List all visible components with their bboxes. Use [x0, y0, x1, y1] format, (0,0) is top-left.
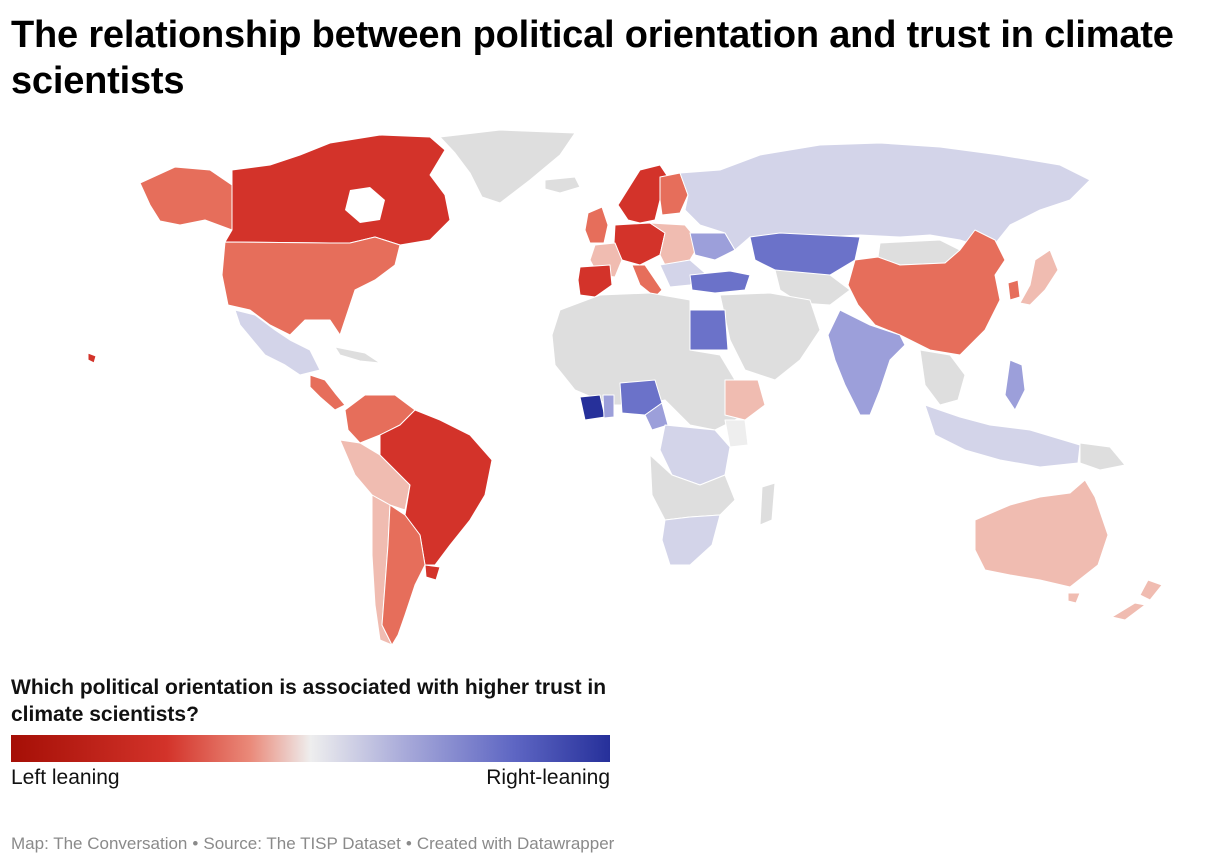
southern-africa[interactable]: [649, 454, 736, 521]
tasmania[interactable]: [1067, 592, 1081, 604]
footer-credits: Map: The Conversation • Source: The TISP D…: [11, 834, 614, 854]
middle-east[interactable]: [719, 292, 821, 381]
ivory-coast[interactable]: [579, 394, 606, 421]
philippines[interactable]: [1004, 359, 1026, 411]
united-states[interactable]: [221, 236, 401, 336]
central-america[interactable]: [309, 374, 346, 411]
legend-left-label: Left leaning: [11, 766, 120, 789]
russia[interactable]: [679, 142, 1091, 251]
greenland[interactable]: [439, 129, 576, 204]
uruguay[interactable]: [424, 564, 441, 581]
india[interactable]: [827, 309, 906, 416]
new-zealand-south[interactable]: [1111, 602, 1146, 621]
canada[interactable]: [224, 134, 451, 246]
world-map: [0, 125, 1220, 655]
united-kingdom[interactable]: [584, 206, 609, 244]
hawaii[interactable]: [87, 352, 97, 364]
argentina[interactable]: [381, 504, 426, 646]
caribbean[interactable]: [334, 346, 381, 364]
separator-dot: •: [405, 834, 412, 853]
turkey[interactable]: [689, 270, 751, 294]
central-asia[interactable]: [774, 269, 851, 306]
alaska[interactable]: [139, 166, 233, 231]
egypt[interactable]: [689, 309, 729, 351]
kazakhstan[interactable]: [749, 232, 861, 278]
south-africa[interactable]: [661, 514, 721, 566]
new-zealand[interactable]: [1139, 579, 1163, 601]
southeast-asia[interactable]: [919, 349, 966, 406]
color-scale-bar: [11, 735, 610, 762]
legend-right-label: Right-leaning: [486, 766, 610, 789]
mexico[interactable]: [234, 309, 321, 376]
korea[interactable]: [1007, 279, 1021, 301]
brazil[interactable]: [379, 409, 493, 566]
australia[interactable]: [974, 479, 1109, 588]
papua[interactable]: [1079, 442, 1126, 471]
created-with-link[interactable]: Created with Datawrapper: [416, 834, 615, 853]
map-credit: Map: The Conversation: [11, 834, 188, 853]
kenya[interactable]: [724, 419, 749, 448]
world-map-svg: [87, 129, 1163, 646]
madagascar[interactable]: [759, 482, 776, 526]
ethiopia[interactable]: [724, 379, 766, 421]
source-link[interactable]: Source: The TISP Dataset: [203, 834, 401, 853]
china[interactable]: [847, 229, 1006, 356]
japan[interactable]: [1019, 249, 1059, 306]
italy[interactable]: [631, 264, 663, 298]
legend-title: Which political orientation is associate…: [11, 676, 607, 726]
iceland[interactable]: [544, 176, 581, 194]
indonesia[interactable]: [924, 404, 1081, 468]
hudson-bay: [345, 187, 385, 223]
ukraine[interactable]: [689, 232, 736, 261]
separator-dot: •: [192, 834, 199, 853]
ghana[interactable]: [602, 394, 615, 419]
spain[interactable]: [577, 264, 613, 298]
map-title: The relationship between political orien…: [11, 14, 1174, 102]
